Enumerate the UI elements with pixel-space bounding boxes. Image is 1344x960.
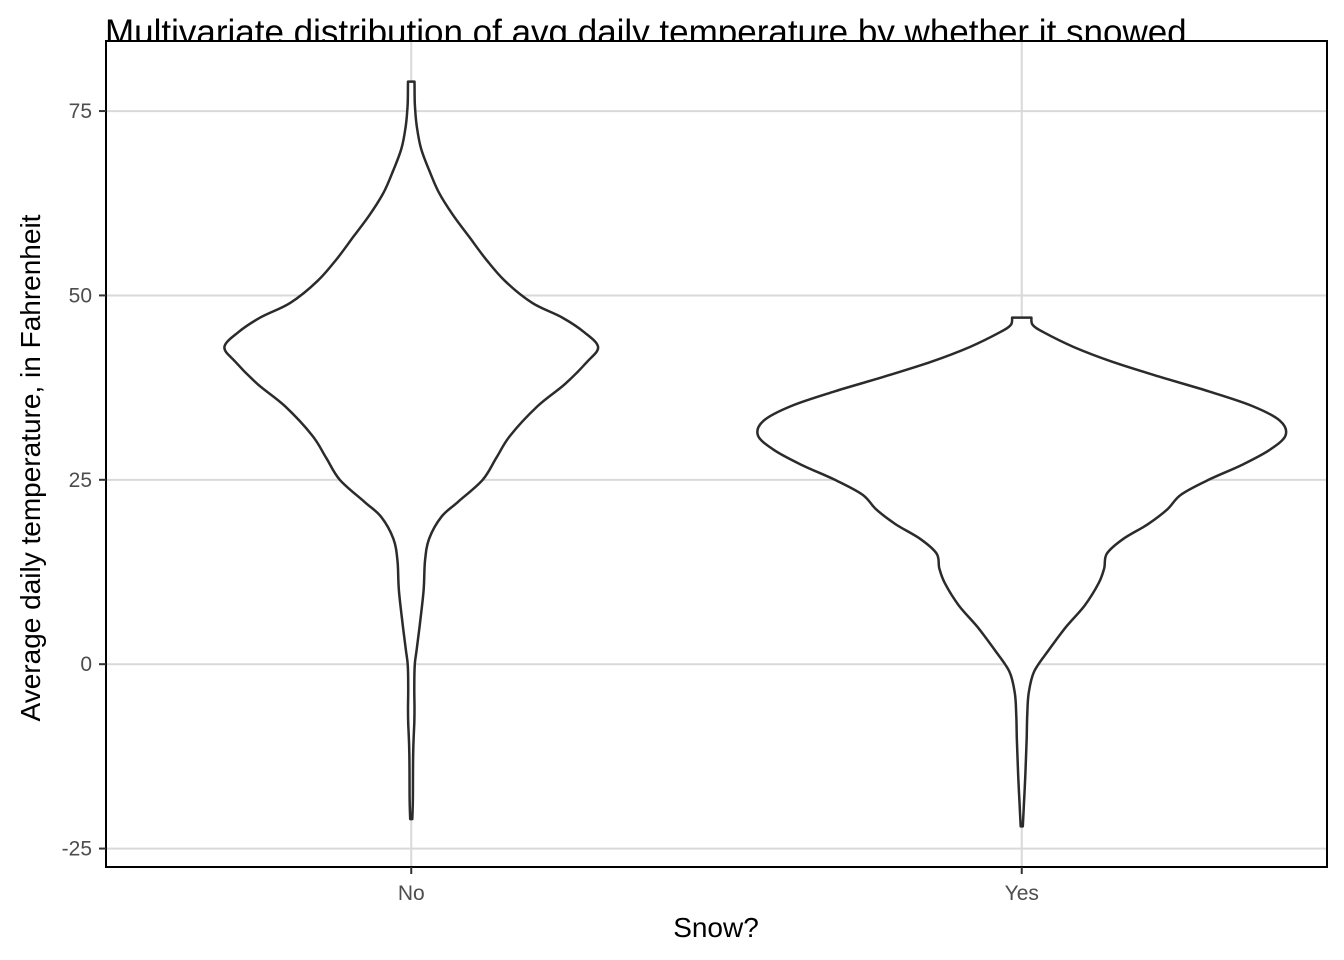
violin-no (223, 80, 600, 821)
y-axis-title: Average daily temperature, in Fahrenheit (15, 214, 46, 721)
x-axis: No Yes (398, 867, 1039, 905)
violins (223, 80, 1288, 828)
x-tick-label: No (398, 882, 425, 905)
y-tick-label: 75 (69, 100, 92, 123)
y-axis: -25 0 25 50 75 (62, 100, 106, 861)
plot-panel-border (105, 40, 1328, 868)
y-tick-label: 50 (69, 284, 92, 307)
x-tick-label: Yes (1005, 882, 1039, 905)
x-axis-title: Snow? (673, 912, 759, 943)
y-tick-label: 25 (69, 469, 92, 492)
y-tick-label: 0 (80, 653, 92, 676)
y-tick-label: -25 (62, 838, 92, 861)
violin-yes (756, 316, 1288, 828)
